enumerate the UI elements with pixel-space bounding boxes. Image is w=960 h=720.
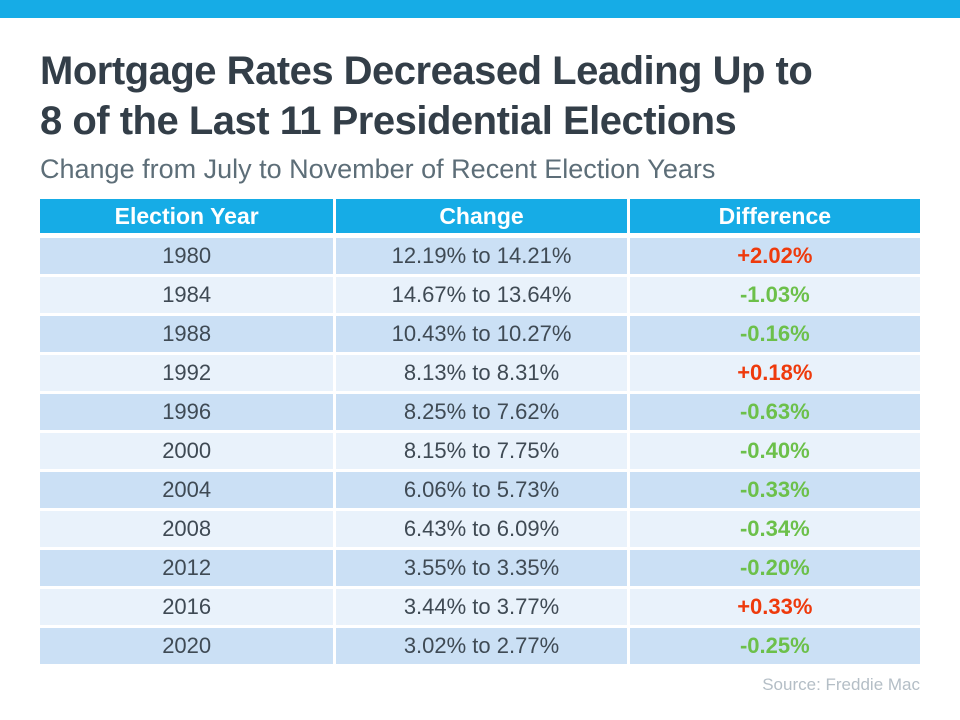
election-year-cell: 1992 — [40, 355, 334, 391]
table-row: 1996 8.25% to 7.62% -0.63% — [40, 394, 920, 430]
difference-cell: -0.16% — [626, 316, 920, 352]
difference-cell: +2.02% — [626, 238, 920, 274]
difference-cell: -0.33% — [626, 472, 920, 508]
election-year-cell: 2020 — [40, 628, 334, 664]
table-row: 1988 10.43% to 10.27% -0.16% — [40, 316, 920, 352]
page-title-line-1: Mortgage Rates Decreased Leading Up to — [40, 49, 813, 93]
slide-content: Mortgage Rates Decreased Leading Up to 8 … — [0, 46, 960, 695]
column-header-difference: Difference — [626, 199, 920, 235]
change-cell: 3.55% to 3.35% — [333, 550, 627, 586]
mortgage-rates-table: Election Year Change Difference 1980 12.1… — [40, 196, 920, 667]
difference-cell: -0.20% — [626, 550, 920, 586]
source-credit: Source: Freddie Mac — [762, 675, 920, 694]
column-header-change: Change — [333, 199, 627, 235]
table-row: 1984 14.67% to 13.64% -1.03% — [40, 277, 920, 313]
election-year-cell: 2008 — [40, 511, 334, 547]
difference-cell: -0.63% — [626, 394, 920, 430]
change-cell: 8.15% to 7.75% — [333, 433, 627, 469]
table-row: 2004 6.06% to 5.73% -0.33% — [40, 472, 920, 508]
table-row: 2020 3.02% to 2.77% -0.25% — [40, 628, 920, 664]
table-body: 1980 12.19% to 14.21% +2.02% 1984 14.67% to … — [40, 238, 920, 664]
election-year-cell: 2000 — [40, 433, 334, 469]
change-cell: 12.19% to 14.21% — [333, 238, 627, 274]
page-subtitle: Change from July to November of Recent E… — [40, 154, 716, 184]
top-accent-bar — [0, 0, 960, 18]
election-year-cell: 2016 — [40, 589, 334, 625]
change-cell: 8.13% to 8.31% — [333, 355, 627, 391]
difference-cell: +0.33% — [626, 589, 920, 625]
change-cell: 6.06% to 5.73% — [333, 472, 627, 508]
election-year-cell: 2004 — [40, 472, 334, 508]
change-cell: 3.44% to 3.77% — [333, 589, 627, 625]
change-cell: 10.43% to 10.27% — [333, 316, 627, 352]
table-row: 2008 6.43% to 6.09% -0.34% — [40, 511, 920, 547]
table-row: 2012 3.55% to 3.35% -0.20% — [40, 550, 920, 586]
page-title: Mortgage Rates Decreased Leading Up to 8 … — [40, 46, 920, 146]
election-year-cell: 1996 — [40, 394, 334, 430]
difference-cell: -0.34% — [626, 511, 920, 547]
difference-cell: -1.03% — [626, 277, 920, 313]
change-cell: 6.43% to 6.09% — [333, 511, 627, 547]
election-year-cell: 1984 — [40, 277, 334, 313]
table-row: 2016 3.44% to 3.77% +0.33% — [40, 589, 920, 625]
election-year-cell: 2012 — [40, 550, 334, 586]
table-row: 1992 8.13% to 8.31% +0.18% — [40, 355, 920, 391]
column-header-election-year: Election Year — [40, 199, 334, 235]
table-row: 1980 12.19% to 14.21% +2.02% — [40, 238, 920, 274]
difference-cell: +0.18% — [626, 355, 920, 391]
election-year-cell: 1988 — [40, 316, 334, 352]
election-year-cell: 1980 — [40, 238, 334, 274]
change-cell: 3.02% to 2.77% — [333, 628, 627, 664]
change-cell: 14.67% to 13.64% — [333, 277, 627, 313]
table-header: Election Year Change Difference — [40, 199, 920, 235]
change-cell: 8.25% to 7.62% — [333, 394, 627, 430]
table-header-row: Election Year Change Difference — [40, 199, 920, 235]
page-title-line-2: 8 of the Last 11 Presidential Elections — [40, 99, 737, 143]
table-row: 2000 8.15% to 7.75% -0.40% — [40, 433, 920, 469]
difference-cell: -0.25% — [626, 628, 920, 664]
difference-cell: -0.40% — [626, 433, 920, 469]
